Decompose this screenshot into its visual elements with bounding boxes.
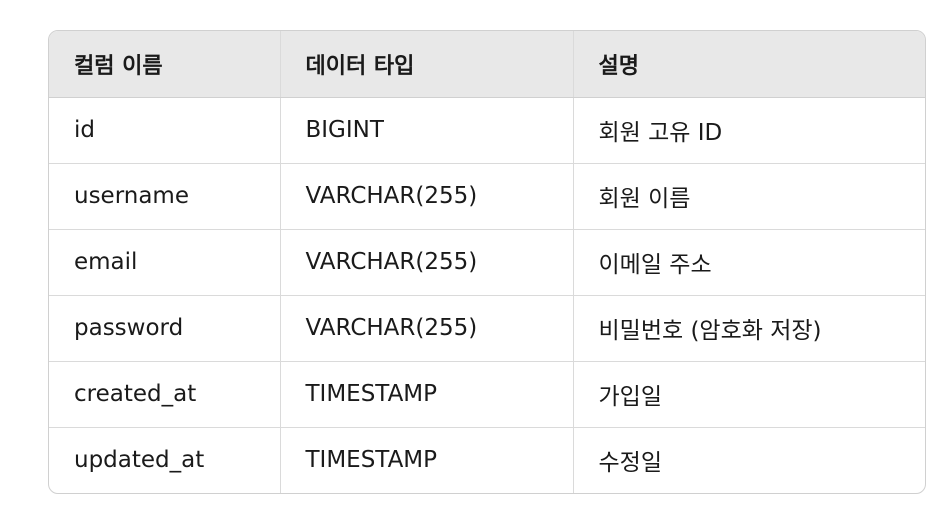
cell-description: 비밀번호 (암호화 저장): [572, 294, 925, 361]
table-row: password VARCHAR(255) 비밀번호 (암호화 저장): [49, 294, 925, 361]
cell-description: 수정일: [572, 426, 925, 493]
cell-data-type: VARCHAR(255): [279, 294, 573, 361]
cell-description: 회원 이름: [572, 162, 925, 229]
table-body: id BIGINT 회원 고유 ID username VARCHAR(255)…: [49, 97, 925, 493]
header-row: 컬럼 이름 데이터 타입 설명: [49, 31, 925, 98]
cell-description: 회원 고유 ID: [572, 97, 925, 163]
cell-description: 가입일: [572, 360, 925, 427]
column-header-type: 데이터 타입: [279, 31, 573, 98]
cell-column-name: updated_at: [49, 426, 280, 493]
cell-description: 이메일 주소: [572, 228, 925, 295]
cell-data-type: BIGINT: [279, 97, 573, 163]
column-header-name: 컬럼 이름: [49, 31, 280, 98]
cell-column-name: email: [49, 228, 280, 295]
cell-column-name: username: [49, 162, 280, 229]
cell-column-name: id: [74, 117, 95, 143]
table-header: 컬럼 이름 데이터 타입 설명: [49, 31, 925, 98]
table-row: id BIGINT 회원 고유 ID: [49, 97, 925, 163]
cell-data-type: TIMESTAMP: [279, 360, 573, 427]
table-row: created_at TIMESTAMP 가입일: [49, 360, 925, 427]
table-row: username VARCHAR(255) 회원 이름: [49, 162, 925, 229]
cell-column-name: password: [49, 294, 280, 361]
cell-data-type: TIMESTAMP: [279, 426, 573, 493]
schema-table-container: 컬럼 이름 데이터 타입 설명 id BIGINT 회원 고유 ID usern…: [48, 30, 926, 494]
table-row: email VARCHAR(255) 이메일 주소: [49, 228, 925, 295]
cell-data-type: VARCHAR(255): [279, 228, 573, 295]
schema-table: 컬럼 이름 데이터 타입 설명 id BIGINT 회원 고유 ID usern…: [49, 31, 925, 493]
table-row: updated_at TIMESTAMP 수정일: [49, 426, 925, 493]
column-header-description: 설명: [572, 31, 925, 98]
cell-column-name: created_at: [49, 360, 280, 427]
cell-data-type: VARCHAR(255): [279, 162, 573, 229]
